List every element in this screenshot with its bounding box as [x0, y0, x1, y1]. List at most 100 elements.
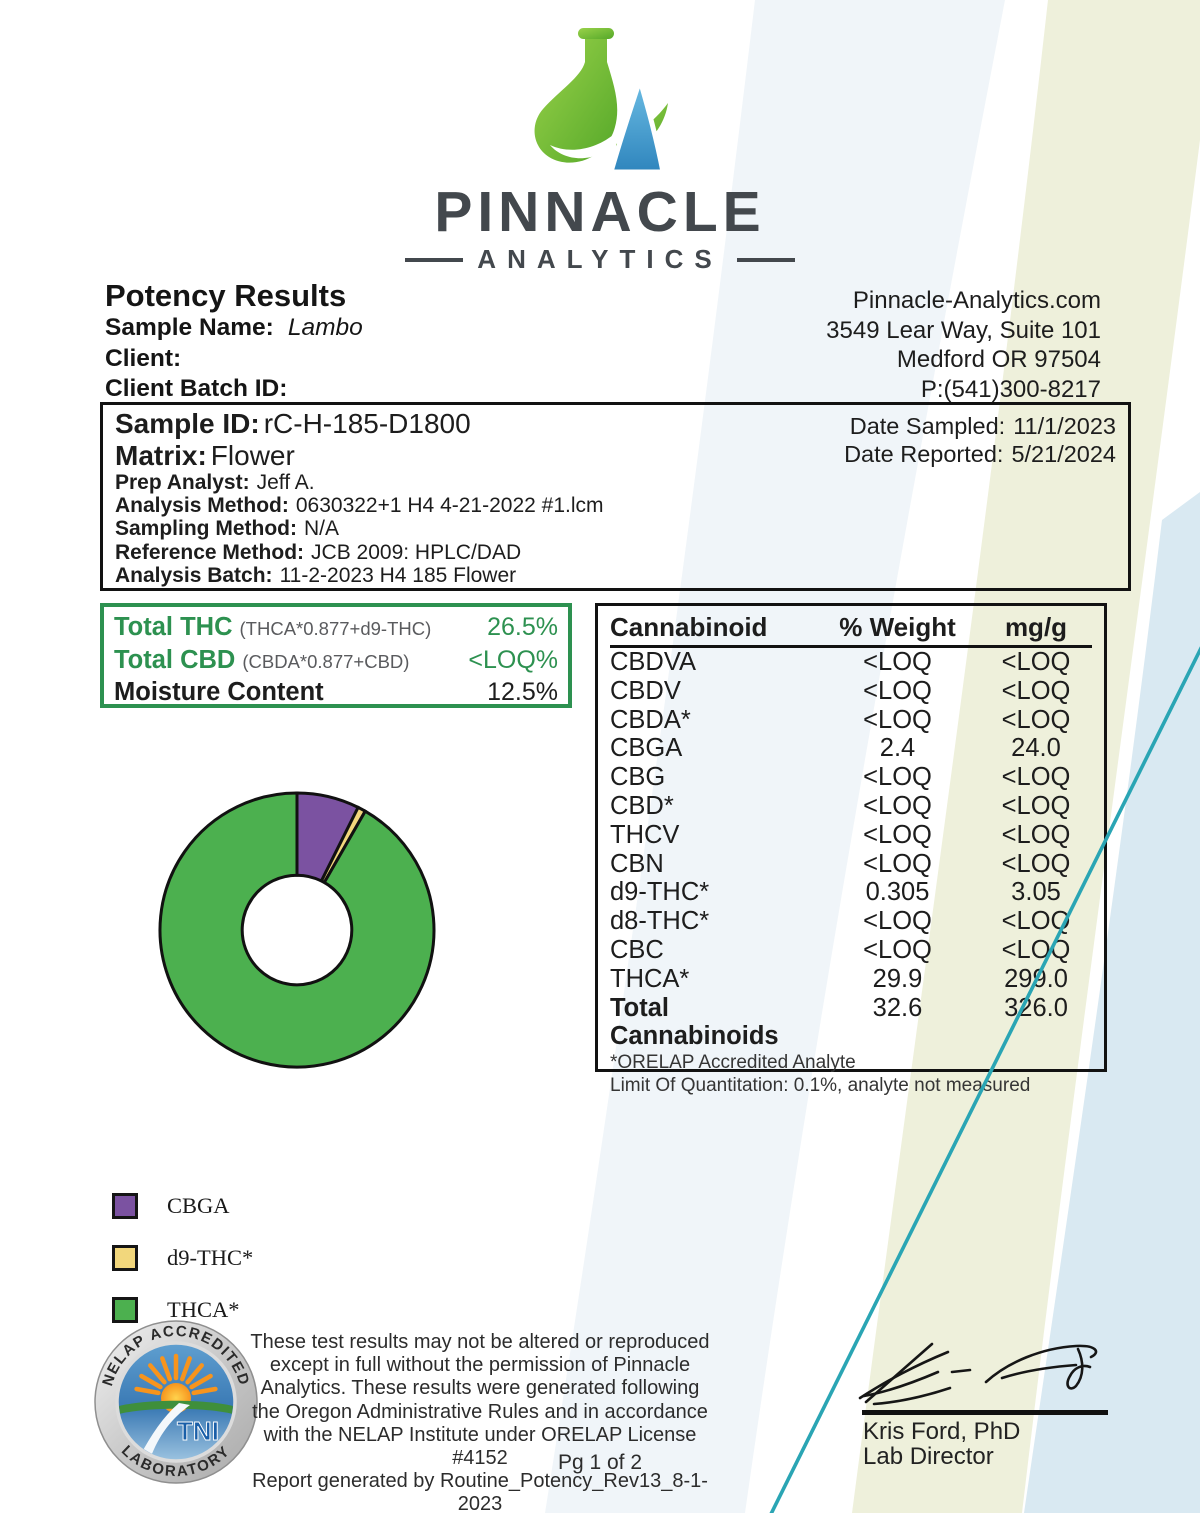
analyte-name: CBD*	[610, 791, 674, 820]
analyte-mgg: <LOQ	[1001, 705, 1071, 734]
client-label: Client:	[105, 344, 182, 372]
analyte-mgg: <LOQ	[1001, 791, 1071, 820]
page-title: Potency Results	[105, 278, 347, 313]
legend-item-CBGA: CBGA	[112, 1180, 253, 1232]
sample-field-value: Flower	[210, 439, 295, 471]
analyte-mgg: 24.0	[1011, 734, 1061, 763]
moisture-value: 12.5%	[487, 678, 558, 706]
sample-field-value: rC-H-185-D1800	[263, 408, 471, 439]
sample-info-row: Analysis Method: 0630322+1 H4 4-21-2022 #…	[115, 494, 1118, 517]
sample-field-label: Analysis Method:	[115, 494, 289, 518]
sample-field-label: Prep Analyst:	[115, 471, 250, 494]
contact-line-3: P:(541)300-8217	[920, 375, 1101, 403]
table-row: d9-THC* 0.305 3.05	[610, 878, 1092, 907]
logo: PINNACLE ANALYTICS	[0, 22, 1200, 275]
disclaimer-text: These test results may not be altered or…	[240, 1331, 720, 1513]
col-mgg: mg/g	[1004, 612, 1068, 642]
col-cannabinoid: Cannabinoid	[610, 612, 768, 642]
total-cbd-row: Total CBD (CBDA*0.877+CBD) <LOQ%	[114, 645, 558, 678]
table-row: Total Cannabinoids 32.6 326.0	[610, 994, 1092, 1052]
cannabinoid-donut-chart	[158, 791, 436, 1069]
legend-item-d9-THC*: d9-THC*	[112, 1232, 253, 1284]
report-header: Potency Results Sample Name: Lambo Client…	[105, 279, 363, 405]
sample-name-value: Lambo	[287, 314, 363, 341]
analyte-mgg: <LOQ	[1001, 907, 1071, 936]
brand-name: PINNACLE	[434, 180, 766, 244]
date-sampled-row: Date Sampled: 11/1/2023	[844, 412, 1116, 440]
nelap-accredited-seal-icon: TNI NELAP ACCREDITED LABORATORY	[94, 1320, 258, 1484]
analyte-weight: 0.305	[865, 878, 930, 907]
client-batch-label: Client Batch ID:	[105, 375, 288, 402]
analyte-weight: 2.4	[879, 734, 916, 763]
analyte-name: Total Cannabinoids	[610, 993, 779, 1051]
lab-contact-block: Pinnacle-Analytics.com 3549 Lear Way, Sui…	[826, 286, 1101, 404]
analyte-name: CBGA	[610, 734, 683, 763]
sample-dates: Date Sampled: 11/1/2023 Date Reported: 5/2…	[844, 412, 1116, 468]
date-sampled-value: 11/1/2023	[1013, 413, 1116, 439]
cannabinoid-table: Cannabinoid % Weight mg/g CBDVA <LOQ <LOQ C…	[595, 603, 1107, 1096]
analyte-name: d9-THC*	[610, 878, 710, 907]
disclaimer-line-1: except in full without the permission of…	[269, 1354, 691, 1377]
footnote-loq: Limit Of Quantitation: 0.1%, analyte not…	[610, 1074, 1031, 1096]
analyte-weight: <LOQ	[863, 648, 932, 676]
signature-scribble	[858, 1342, 1098, 1406]
signature-line	[862, 1410, 1108, 1415]
total-thc-label: Total THC	[114, 613, 233, 641]
analyte-weight: <LOQ	[863, 705, 932, 734]
sample-field-label: Reference Method:	[115, 540, 305, 564]
analyte-mgg: <LOQ	[1001, 676, 1071, 705]
analyte-mgg: 326.0	[1004, 993, 1068, 1022]
legend-label: d9-THC*	[167, 1245, 254, 1270]
analyte-name: THCV	[610, 820, 680, 849]
table-row: CBC <LOQ <LOQ	[610, 936, 1092, 965]
col-weight: % Weight	[839, 612, 956, 642]
table-body: CBDVA <LOQ <LOQ CBDV <LOQ <LOQ CBDA* <LOQ <LOQ CB…	[610, 648, 1092, 1051]
legend-label: THCA*	[167, 1297, 240, 1322]
analyte-name: THCA*	[610, 964, 690, 993]
sample-field-value: 11-2-2023 H4 185 Flower	[279, 563, 517, 587]
analyte-mgg: <LOQ	[1001, 849, 1071, 878]
contact-line-2: Medford OR 97504	[896, 346, 1101, 373]
sample-info-row: Sampling Method: N/A	[115, 517, 1118, 540]
sample-info-row: Prep Analyst: Jeff A.	[115, 471, 1118, 494]
legend-swatch	[112, 1193, 138, 1219]
analyte-name: CBG	[610, 763, 666, 792]
analyte-name: CBDV	[610, 676, 681, 705]
analyte-name: CBN	[610, 849, 664, 878]
signer-name: Kris Ford, PhD	[863, 1418, 1021, 1445]
analyte-weight: <LOQ	[863, 935, 932, 964]
analyte-mgg: 299.0	[1004, 964, 1068, 993]
sample-field-label: Sampling Method:	[115, 517, 297, 541]
table-footnotes: *ORELAP Accredited Analyte Limit Of Quan…	[610, 1052, 1092, 1097]
disclaimer-line-3: the Oregon Administrative Rules and in a…	[252, 1400, 708, 1423]
totals-summary-box: Total THC (THCA*0.877+d9-THC) 26.5% Tota…	[100, 603, 572, 708]
analyte-name: CBC	[610, 935, 664, 964]
signer-block: Kris Ford, PhD Lab Director	[863, 1419, 1020, 1469]
analyte-mgg: 3.05	[1011, 878, 1061, 907]
client-batch-row: Client Batch ID:	[105, 374, 363, 405]
sample-field-value: N/A	[304, 517, 340, 541]
table-row: CBDA* <LOQ <LOQ	[610, 706, 1092, 735]
table-row: CBG <LOQ <LOQ	[610, 763, 1092, 792]
total-cbd-label: Total CBD	[114, 645, 236, 674]
legend-item-THCA*: THCA*	[112, 1284, 253, 1336]
analyte-mgg: <LOQ	[1001, 648, 1071, 676]
analyte-weight: <LOQ	[863, 791, 932, 820]
date-sampled-label: Date Sampled:	[849, 413, 1006, 439]
table-row: CBN <LOQ <LOQ	[610, 850, 1092, 879]
sample-field-value: Jeff A.	[256, 471, 315, 494]
sample-info-row: Analysis Batch: 11-2-2023 H4 185 Flower	[115, 564, 1118, 587]
analyte-name: CBDVA	[610, 648, 696, 676]
analyte-weight: <LOQ	[863, 676, 932, 705]
sample-info-row: Matrix: Flower	[115, 440, 1118, 472]
logo-dash-right	[736, 257, 795, 262]
legend-swatch	[112, 1297, 138, 1323]
sample-field-label: Analysis Batch:	[115, 563, 273, 587]
disclaimer-line-0: These test results may not be altered or…	[250, 1331, 710, 1353]
date-reported-value: 5/21/2024	[1011, 441, 1116, 467]
flask-logo-icon	[534, 28, 668, 175]
analyte-weight: 32.6	[872, 993, 923, 1022]
date-reported-row: Date Reported: 5/21/2024	[844, 440, 1116, 468]
moisture-row: Moisture Content 12.5%	[114, 677, 558, 708]
sample-field-label: Matrix:	[115, 439, 207, 471]
